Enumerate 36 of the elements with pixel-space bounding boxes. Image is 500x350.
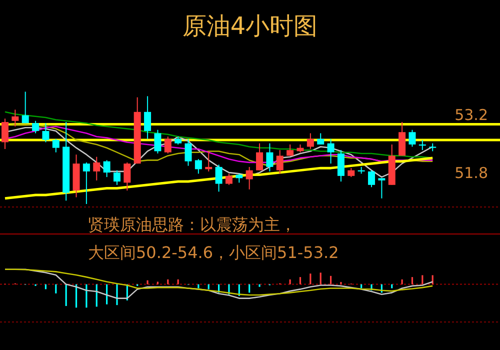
- candlestick: [276, 150, 284, 174]
- candlestick: [12, 109, 19, 128]
- candlestick: [184, 138, 192, 166]
- candlestick: [398, 122, 406, 156]
- candlestick: [42, 122, 50, 143]
- candlestick: [246, 166, 253, 190]
- candlestick: [378, 178, 386, 199]
- candlestick: [82, 162, 90, 204]
- candlestick: [113, 170, 120, 186]
- candlestick: [164, 136, 172, 154]
- candlestick: [154, 129, 162, 154]
- text: 51.8: [454, 164, 488, 182]
- candlestick: [225, 173, 232, 186]
- candlestick: [368, 170, 376, 188]
- candlestick: [337, 150, 344, 182]
- candlestick: [124, 162, 131, 192]
- candlestick: [2, 118, 8, 150]
- candlestick: [93, 156, 100, 181]
- candlestick: [22, 91, 29, 124]
- candlestick: [266, 142, 274, 172]
- candlestick: [317, 132, 324, 145]
- candlestick: [256, 142, 264, 171]
- candlestick: [52, 138, 60, 153]
- candlestick: [327, 138, 334, 164]
- text: 贤瑛原油思路：以震荡为主，: [88, 215, 296, 234]
- chart-title: 原油4小时图: [182, 12, 318, 40]
- candlestick: [408, 129, 416, 148]
- text: 53.2: [454, 106, 488, 124]
- candlestick: [32, 120, 40, 134]
- candlestick: [418, 139, 426, 151]
- text: 大区间50.2-54.6，小区间51-53.2: [88, 243, 339, 262]
- candlestick: [144, 96, 152, 140]
- candlestick: [103, 160, 110, 178]
- candlestick: [306, 132, 314, 150]
- candlestick: [215, 164, 222, 192]
- candlestick: [194, 158, 202, 174]
